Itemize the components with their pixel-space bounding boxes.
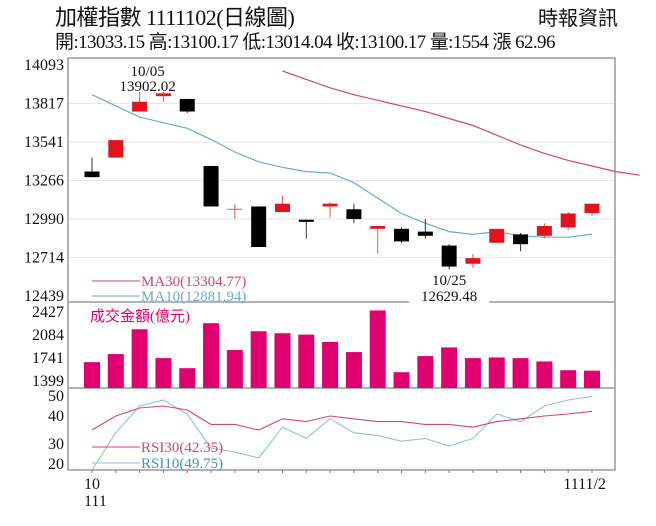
data-source: 時報資訊 <box>538 8 618 30</box>
volume-axis-label: 1399 <box>32 373 64 390</box>
volume-bar <box>298 334 315 388</box>
volume-bar <box>155 358 172 388</box>
volume-bar <box>584 370 600 388</box>
candle-down <box>203 165 219 207</box>
high-annotation-value: 13902.02 <box>119 79 175 95</box>
candle-up <box>465 258 481 264</box>
rsi-axis-label: 20 <box>48 456 64 473</box>
candle-down <box>441 245 457 267</box>
chart-title: 加權指數 1111102(日線圖) <box>55 5 295 30</box>
low-annotation-date: 10/25 <box>432 273 466 289</box>
price-axis-label: 13541 <box>24 134 64 151</box>
volume-title: 成交金額(億元) <box>90 307 190 325</box>
price-axis-label: 14093 <box>24 57 64 74</box>
candle-down <box>417 231 433 236</box>
rsi-axis-label: 40 <box>48 408 64 425</box>
chart-frame <box>67 57 616 471</box>
candle-down <box>251 206 267 247</box>
volume-axis-label: 2084 <box>32 327 64 344</box>
candle-up <box>489 228 505 243</box>
candle-up <box>560 213 576 228</box>
volume-bar <box>417 356 434 388</box>
volume-bar <box>488 357 505 388</box>
candle-up <box>322 203 338 207</box>
candle-down <box>346 209 362 220</box>
x-axis-end-date: 1111/2 <box>563 476 606 493</box>
candle-down <box>513 234 529 245</box>
x-axis-start-month: 10 <box>84 476 100 493</box>
price-axis-label: 13266 <box>24 173 64 190</box>
candle-up <box>155 93 171 97</box>
low-annotation-value: 12629.48 <box>421 289 477 305</box>
candle-down <box>394 228 410 242</box>
volume-bar <box>203 323 220 388</box>
volume-bar <box>441 347 458 388</box>
ma10-legend-label: MA10(12881.94) <box>141 289 246 305</box>
x-axis-start-year: 111 <box>84 493 107 510</box>
volume-bar <box>464 358 481 388</box>
candle-up <box>274 203 290 213</box>
price-axis-label: 12714 <box>24 250 64 267</box>
ma10-line <box>91 94 593 238</box>
volume-bar <box>274 333 291 388</box>
candle-down <box>298 219 314 222</box>
price-axis-label: 13817 <box>24 96 64 113</box>
candle-down <box>84 171 100 178</box>
rsi30-line <box>91 405 593 431</box>
volume-axis-label: 2427 <box>32 304 64 321</box>
ohlc-summary: 開:13033.15 高:13100.17 低:13014.04 收:13100… <box>55 32 555 53</box>
price-axis-label: 12439 <box>24 288 64 305</box>
volume-bar <box>179 368 196 388</box>
volume-bar <box>345 352 362 388</box>
candle-up <box>108 140 124 158</box>
ma30-legend-label: MA30(13304.77) <box>141 274 246 290</box>
candle-up <box>370 226 386 229</box>
volume-bar <box>322 342 339 388</box>
rsi-axis-label: 50 <box>48 388 64 405</box>
rsi10-legend-label: RSI10(49.75) <box>141 456 223 472</box>
rsi30-legend-label: RSI30(42.35) <box>141 440 223 456</box>
volume-bar <box>250 331 267 388</box>
ma30-line <box>282 70 640 176</box>
volume-bar <box>560 370 577 388</box>
volume-bar <box>226 350 243 388</box>
rsi-axis-label: 30 <box>48 436 64 453</box>
price-axis-label: 12990 <box>24 211 64 228</box>
volume-bar <box>512 358 529 388</box>
volume-bar <box>131 329 148 388</box>
volume-bar <box>84 362 100 388</box>
high-annotation-date: 10/05 <box>131 64 165 80</box>
volume-bar <box>107 354 124 388</box>
candle-up <box>132 101 148 112</box>
volume-bar <box>393 372 410 388</box>
candle-up <box>584 203 600 214</box>
annotation-bg <box>409 289 490 303</box>
candle-up <box>536 226 552 236</box>
volume-bar <box>536 361 553 388</box>
volume-axis-label: 1741 <box>32 350 64 367</box>
volume-bar <box>369 310 386 388</box>
candle-down <box>179 98 195 112</box>
rsi10-line <box>91 395 593 471</box>
